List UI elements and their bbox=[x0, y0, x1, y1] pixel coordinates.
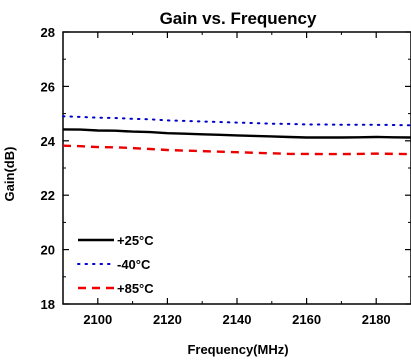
x-tick-label: 2140 bbox=[223, 312, 252, 327]
y-tick-label: 20 bbox=[41, 243, 55, 258]
y-axis-label: Gain(dB) bbox=[2, 147, 17, 202]
series-line-2 bbox=[62, 144, 411, 156]
legend-label-2: +85°C bbox=[117, 281, 154, 296]
series-line-0 bbox=[62, 128, 411, 139]
legend-label-0: +25°C bbox=[117, 233, 154, 248]
legend-label-1: -40°C bbox=[117, 257, 151, 272]
x-tick-label: 2100 bbox=[83, 312, 112, 327]
y-tick-label: 28 bbox=[41, 25, 55, 40]
x-axis-label: Frequency(MHz) bbox=[187, 342, 288, 357]
y-tick-label: 18 bbox=[41, 297, 55, 312]
y-tick-label: 22 bbox=[41, 188, 55, 203]
plot-area: 2100 2120 2140 2160 2180 18 20 22 24 26 28 +25°C -40… bbox=[41, 25, 411, 327]
series-line-1 bbox=[62, 115, 411, 127]
x-tick-label: 2180 bbox=[362, 312, 391, 327]
chart-title: Gain vs. Frequency bbox=[160, 9, 317, 28]
y-tick-label: 26 bbox=[41, 79, 55, 94]
y-tick-label: 24 bbox=[41, 134, 56, 149]
plot-frame bbox=[62, 31, 411, 305]
x-tick-label: 2120 bbox=[153, 312, 182, 327]
legend: +25°C -40°C +85°C bbox=[77, 233, 154, 296]
x-tick-label: 2160 bbox=[292, 312, 321, 327]
